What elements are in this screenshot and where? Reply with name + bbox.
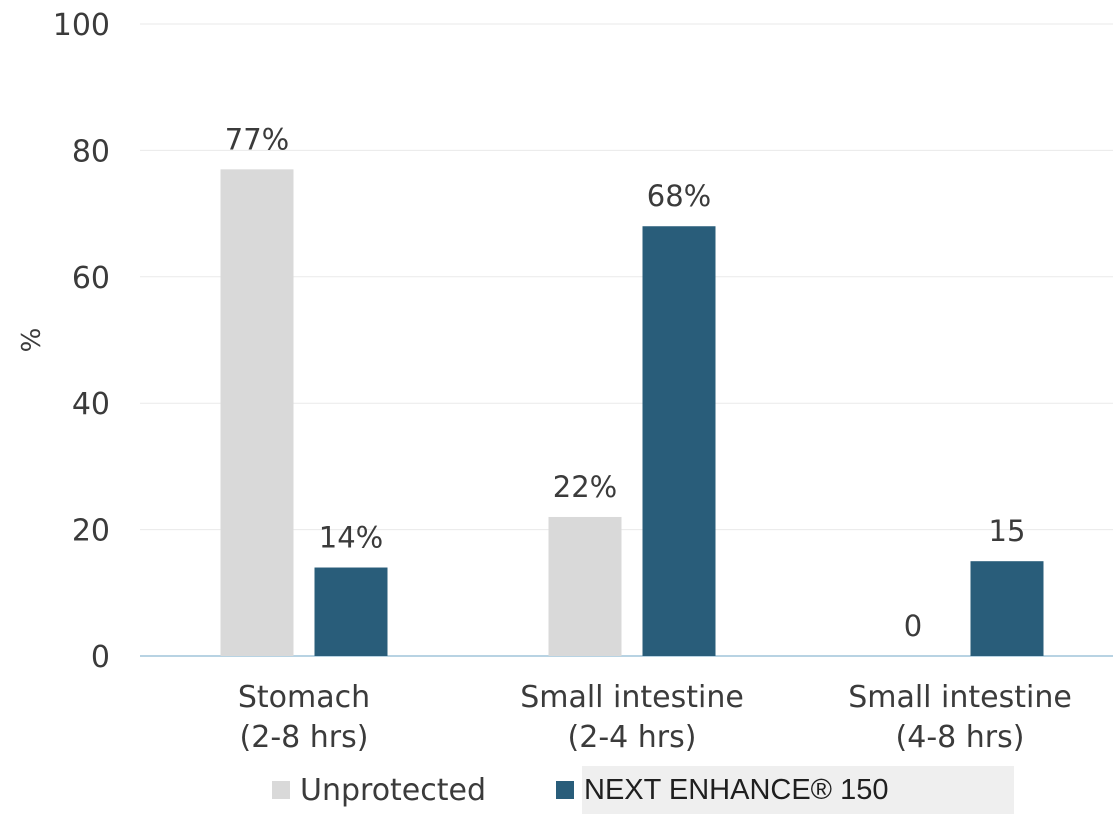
x-category-label: (2-8 hrs) [240,720,369,755]
y-tick-label: 80 [72,134,110,169]
legend-swatch-next-enhance [556,781,574,799]
bar-unprotected [220,169,294,657]
bar-value-label: 22% [553,470,617,504]
bar-next-enhance [314,567,388,656]
y-tick-label: 0 [91,640,110,675]
x-category-label: Small intestine [520,680,744,715]
legend-item-unprotected: Unprotected [272,766,486,814]
bar-unprotected [548,516,622,656]
legend-highlight-box [582,766,1014,814]
legend-label-next-enhance: NEXT ENHANCE® 150 [584,773,889,806]
bar-next-enhance [642,226,716,657]
x-category-label: Small intestine [848,680,1072,715]
x-category-label: Stomach [238,680,370,715]
y-tick-label: 20 [72,514,110,549]
y-tick-label: 40 [72,387,110,422]
legend-item-next-enhance: NEXT ENHANCE® 150 [556,766,889,814]
bar-value-label: 68% [647,179,711,213]
y-tick-label: 60 [72,261,110,296]
bar-chart-plot: 0 20 40 60 80 100% 77% 22% 0 14% 68% 15 Stomach (2-8 … [17,8,1113,755]
y-axis-title: % [17,328,47,353]
x-category-label: (4-8 hrs) [896,720,1025,755]
bar-value-label: 14% [319,521,383,555]
y-tick-label: 100 [53,8,110,43]
bar-value-label: 15 [989,514,1026,548]
bar-value-label: 0 [904,609,922,643]
x-category-label: (2-4 hrs) [568,720,697,755]
bar-next-enhance [970,561,1044,656]
bar-value-label: 77% [225,122,289,156]
chart-legend: Unprotected NEXT ENHANCE® 150 [0,766,1113,814]
legend-swatch-unprotected [272,781,290,799]
legend-label-unprotected: Unprotected [300,772,487,808]
